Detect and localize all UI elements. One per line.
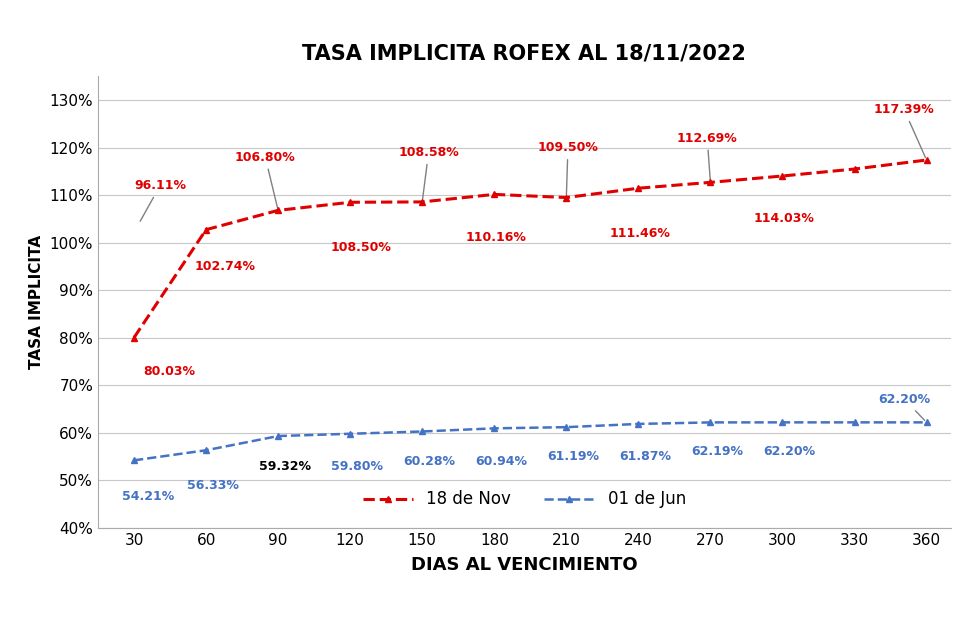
X-axis label: DIAS AL VENCIMIENTO: DIAS AL VENCIMIENTO: [411, 556, 638, 574]
Y-axis label: TASA IMPLICITA: TASA IMPLICITA: [29, 235, 44, 369]
Text: 112.69%: 112.69%: [677, 132, 738, 179]
Text: 61.19%: 61.19%: [547, 450, 599, 463]
Text: 62.19%: 62.19%: [691, 445, 743, 459]
Text: 114.03%: 114.03%: [754, 212, 814, 225]
Text: 62.20%: 62.20%: [878, 393, 931, 420]
Text: 56.33%: 56.33%: [187, 479, 239, 492]
Text: 108.58%: 108.58%: [398, 146, 459, 199]
Text: 109.50%: 109.50%: [537, 141, 599, 195]
Text: 59.80%: 59.80%: [331, 460, 383, 473]
Text: 117.39%: 117.39%: [874, 103, 935, 158]
Text: 62.20%: 62.20%: [763, 445, 815, 459]
Text: 60.28%: 60.28%: [403, 455, 455, 468]
Text: 60.94%: 60.94%: [475, 455, 527, 468]
Text: 61.87%: 61.87%: [619, 450, 671, 463]
Text: 59.32%: 59.32%: [259, 460, 311, 473]
Text: 106.80%: 106.80%: [235, 151, 296, 208]
Text: 54.21%: 54.21%: [122, 490, 174, 504]
Title: TASA IMPLICITA ROFEX AL 18/11/2022: TASA IMPLICITA ROFEX AL 18/11/2022: [303, 44, 746, 64]
Legend: 18 de Nov, 01 de Jun: 18 de Nov, 01 de Jun: [356, 484, 693, 515]
Text: 111.46%: 111.46%: [610, 226, 670, 240]
Text: 80.03%: 80.03%: [144, 364, 196, 378]
Text: 110.16%: 110.16%: [466, 232, 526, 244]
Text: 108.50%: 108.50%: [331, 241, 392, 254]
Text: 96.11%: 96.11%: [134, 179, 186, 221]
Text: 102.74%: 102.74%: [194, 260, 255, 273]
